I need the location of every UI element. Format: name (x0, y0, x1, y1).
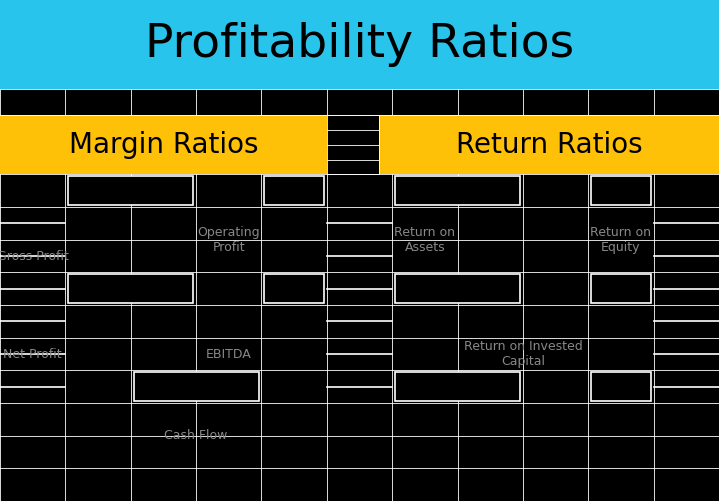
Text: Profitability Ratios: Profitability Ratios (145, 22, 574, 67)
Bar (0, 115, 327, 174)
Text: Return Ratios: Return Ratios (456, 131, 642, 159)
Text: Margin Ratios: Margin Ratios (69, 131, 258, 159)
Text: Gross Profit: Gross Profit (0, 249, 68, 263)
Bar (591, 275, 651, 303)
Text: EBITDA: EBITDA (206, 348, 252, 361)
Text: Operating
Profit: Operating Profit (198, 225, 260, 254)
Bar (134, 372, 259, 401)
Text: Cash Flow: Cash Flow (165, 429, 228, 442)
Text: Return on
Assets: Return on Assets (394, 225, 455, 254)
Bar (0, 89, 719, 115)
Text: Return on Invested
Capital: Return on Invested Capital (464, 340, 582, 368)
Bar (68, 176, 193, 205)
Text: Net Profit: Net Profit (4, 348, 62, 361)
Bar (265, 275, 324, 303)
Bar (0, 0, 719, 89)
Text: Return on
Equity: Return on Equity (590, 225, 651, 254)
Bar (395, 176, 520, 205)
Bar (591, 372, 651, 401)
Bar (379, 115, 719, 174)
Bar (68, 275, 193, 303)
Bar (395, 372, 520, 401)
Bar (265, 176, 324, 205)
Bar (591, 176, 651, 205)
Bar (327, 115, 379, 174)
Bar (395, 275, 520, 303)
